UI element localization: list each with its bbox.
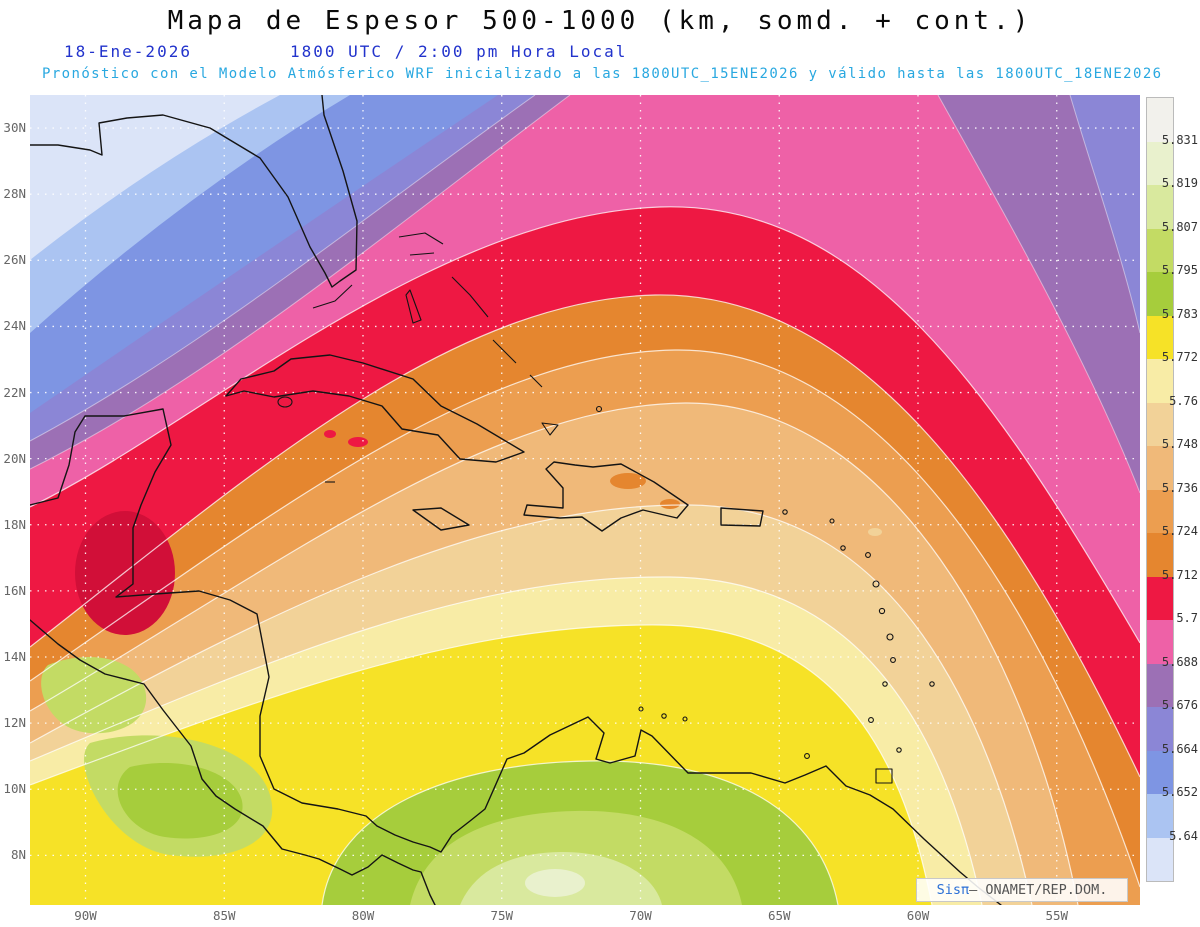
legend-value: 5.724 (1161, 524, 1198, 538)
legend-value: 5.76 (1169, 393, 1198, 408)
lon-label: 80W (351, 908, 375, 923)
watermark: Sisπ– ONAMET/REP.DOM. (916, 878, 1128, 902)
great-inagua (541, 422, 559, 436)
lon-label: 85W (212, 908, 236, 923)
coastline-bahamas (398, 232, 543, 388)
lon-label: 75W (490, 908, 514, 923)
legend-value: 5.664 (1161, 741, 1198, 756)
turks-islands (595, 405, 603, 413)
legend-value: 5.736 (1161, 480, 1198, 495)
lat-label: 18N (3, 516, 26, 532)
legend-value: 5.819 (1161, 176, 1198, 190)
lat-label: 12N (3, 715, 26, 731)
valid-date: 18-Ene-2026 (64, 42, 192, 61)
legend-value: 5.795 (1161, 263, 1198, 277)
coastline-yucatan-central-south-america (29, 408, 1002, 906)
coastlines (29, 94, 1002, 906)
lon-label: 60W (906, 908, 930, 923)
thickness-contour-map (29, 94, 1141, 906)
legend-swatch (1147, 402, 1173, 446)
lon-label: 55W (1045, 908, 1069, 923)
coastline-pacific-central-america (29, 619, 436, 906)
legend-swatch (1147, 576, 1173, 620)
coastline-jamaica (412, 507, 470, 531)
legend-swatch (1147, 663, 1173, 707)
watermark-org: – ONAMET/REP.DOM. (969, 882, 1108, 898)
isla-juventud (277, 396, 293, 408)
thickness-minimum-blob (75, 511, 175, 635)
legend-value: 5.652 (1161, 785, 1198, 799)
legend-swatch (1147, 185, 1173, 229)
legend-swatch (1147, 315, 1173, 359)
coastline-florida-keys (312, 284, 353, 309)
lat-label: 8N (10, 847, 26, 863)
lon-label: 65W (767, 908, 791, 923)
forecast-note: Pronóstico con el Modelo Atmósferico WRF… (42, 66, 1163, 82)
legend-swatch (1147, 707, 1173, 751)
legend-value: 5.783 (1161, 306, 1198, 321)
coastline-puerto-rico (720, 507, 764, 527)
legend-value: 5.712 (1161, 567, 1198, 582)
legend-value: 5.64 (1169, 828, 1198, 843)
legend-value: 5.831 (1161, 132, 1198, 147)
legend-swatch (1147, 359, 1173, 403)
legend-swatch (1147, 98, 1173, 142)
legend-value: 5.772 (1161, 350, 1198, 364)
coastline-cuba (225, 354, 525, 463)
legend-value: 5.7 (1176, 611, 1198, 625)
valid-time: 1800 UTC / 2:00 pm Hora Local (290, 42, 628, 61)
legend-swatch (1147, 794, 1173, 838)
lon-label: 70W (629, 908, 652, 923)
legend-value: 5.748 (1161, 437, 1198, 451)
lon-label: 90W (74, 908, 97, 923)
lat-label: 22N (3, 384, 26, 400)
legend-value: 5.807 (1161, 219, 1198, 234)
watermark-brand: Sisπ (936, 882, 970, 898)
legend-swatch (1147, 489, 1173, 533)
legend-swatch (1147, 620, 1173, 664)
map-area (29, 94, 1141, 906)
coastline-hispaniola (523, 461, 689, 532)
legend-swatch (1147, 446, 1173, 490)
lat-lon-gridlines (30, 95, 1140, 905)
lat-label: 28N (3, 186, 26, 202)
lat-label: 20N (3, 450, 26, 466)
lesser-antilles (638, 509, 935, 784)
lat-label: 10N (3, 781, 26, 797)
legend-swatch (1147, 272, 1173, 316)
legend-value: 5.676 (1161, 698, 1198, 712)
lat-label: 30N (3, 120, 26, 136)
color-scale-legend (1146, 97, 1174, 882)
lat-label: 26N (3, 252, 26, 268)
legend-swatch (1147, 750, 1173, 794)
legend-swatch (1147, 837, 1173, 881)
legend-swatch (1147, 228, 1173, 272)
legend-swatch (1147, 141, 1173, 185)
contour-lines (29, 94, 1141, 906)
lat-label: 14N (3, 649, 26, 665)
legend-swatch (1147, 533, 1173, 577)
coastline-gulf-florida (29, 94, 358, 288)
lat-label: 24N (3, 318, 26, 334)
legend-value: 5.688 (1161, 654, 1198, 669)
page-title: Mapa de Espesor 500-1000 (km, somd. + co… (167, 6, 1033, 36)
lat-label: 16N (3, 582, 26, 598)
